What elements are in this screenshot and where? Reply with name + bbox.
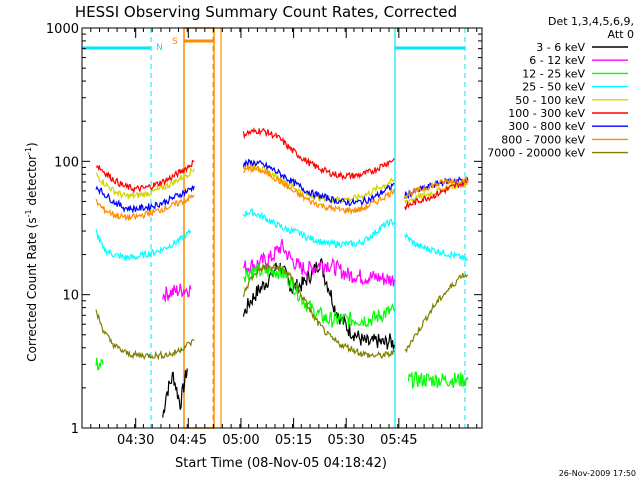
saa-block — [183, 27, 215, 429]
night-label: N — [156, 43, 163, 53]
y-tick-label: 1000 — [46, 22, 79, 37]
series-800-7000-kevkev-line — [242, 165, 395, 216]
series-12-25-kevkev-line — [95, 357, 104, 371]
legend-detector-line2: Att 0 — [608, 28, 634, 41]
saa-label: S — [172, 37, 178, 47]
series-300-800-kevkev-line — [95, 185, 195, 214]
x-tick-label: 04:30 — [117, 433, 154, 448]
series-25-50-kevkev-line — [95, 228, 192, 262]
legend-label: 25 - 50 keV — [522, 81, 585, 94]
series-3-6-kevkev-line — [162, 368, 188, 418]
legend-label: 12 - 25 keV — [522, 67, 585, 80]
svg-text:Corrected Count Rate (s-1 dete: Corrected Count Rate (s-1 detector-1) — [24, 142, 39, 361]
x-axis: 04:30 04:45 05:00 05:15 05:30 05:45 — [81, 28, 478, 448]
series-100-300-kevkev-line — [242, 127, 395, 181]
series-800-7000-kevkev-line — [404, 176, 469, 199]
x-tick-label: 04:45 — [170, 433, 207, 448]
y-axis: 1 10 100 1000 — [46, 22, 482, 437]
y-axis-label-main: Corrected Count Rate (s — [25, 217, 39, 361]
y-tick-label: 10 — [62, 289, 79, 304]
series-300-800-kevkev-line — [242, 158, 395, 207]
y-axis-label-sup2: -1 — [24, 147, 33, 155]
x-tick-label: 05:30 — [327, 433, 364, 448]
series-12-25-kevkev-line — [407, 371, 469, 390]
y-axis-label-sup1: -1 — [24, 209, 33, 217]
x-tick-label: 05:00 — [222, 433, 259, 448]
series-100-300-kevkev-line — [95, 159, 195, 194]
series-50-100-kevkev-line — [95, 168, 195, 200]
plot-frame — [81, 27, 483, 429]
legend-label: 100 - 300 keV — [508, 107, 585, 120]
series-3-6-kevkev-line — [242, 257, 395, 350]
y-axis-label-end: ) — [25, 142, 39, 147]
legend-label: 6 - 12 keV — [529, 54, 585, 67]
series-25-50-kevkev-line — [242, 208, 395, 249]
legend-label: 800 - 7000 keV — [501, 133, 585, 146]
legend-label: 3 - 6 keV — [536, 41, 585, 54]
series-12-25-kevkev-line — [242, 263, 395, 328]
x-tick-label: 05:45 — [380, 433, 417, 448]
series-800-7000-kevkev-line — [95, 193, 195, 222]
legend-label: 300 - 800 keV — [508, 120, 585, 133]
observing-annotations: S N — [82, 27, 466, 429]
legend-detector-line1: Det 1,3,4,5,6,9, — [548, 15, 634, 28]
y-tick-label: 1 — [71, 422, 79, 437]
series-100-300-kevkev-line — [404, 180, 469, 211]
legend-label: 7000 - 20000 keV — [487, 147, 585, 160]
series-6-12-kevkev-line — [162, 283, 192, 302]
x-axis-label: Start Time (08-Nov-05 04:18:42) — [175, 456, 387, 471]
y-tick-label: 100 — [54, 155, 79, 170]
chart-title: HESSI Observing Summary Count Rates, Cor… — [75, 3, 457, 21]
y-axis-label-mid: detector — [25, 155, 39, 210]
x-tick-label: 05:15 — [275, 433, 312, 448]
series-6-12-kevkev-line — [242, 238, 395, 287]
legend-label: 50 - 100 keV — [515, 94, 585, 107]
series-25-50-kevkev-line — [404, 232, 469, 263]
timestamp: 26-Nov-2009 17:50 — [559, 469, 636, 478]
series-7000-20000-kevkev-line — [242, 262, 395, 360]
series-7000-20000-kevkev-line — [404, 272, 469, 354]
y-axis-label: Corrected Count Rate (s-1 detector-1) — [24, 142, 39, 361]
series-7000-20000-kevkev-line — [95, 309, 195, 361]
